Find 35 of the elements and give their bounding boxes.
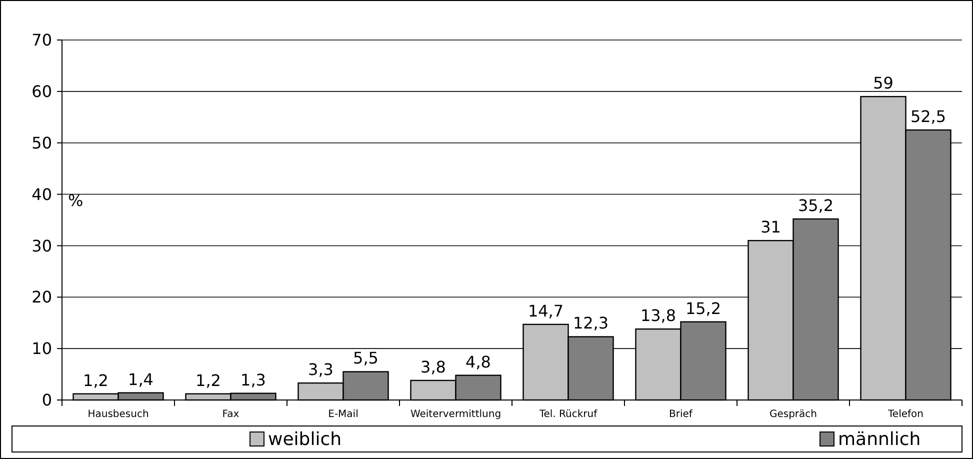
y-tick-label: 40 (32, 184, 52, 204)
data-label: 1,3 (240, 370, 266, 390)
y-tick-label: 20 (32, 288, 52, 307)
data-label: 1,2 (83, 370, 108, 390)
data-label: 35,2 (798, 196, 834, 215)
data-label: 1,4 (128, 370, 154, 389)
data-label: 4,8 (466, 352, 491, 372)
y-tick-label: 30 (32, 236, 52, 256)
x-tick-label: Tel. Rückruf (538, 409, 598, 420)
y-tick-label: 60 (32, 82, 52, 102)
data-label: 5,5 (353, 348, 378, 368)
data-label: 52,5 (910, 107, 946, 126)
data-label: 1,2 (196, 370, 221, 390)
x-tick-label: Brief (669, 409, 693, 420)
data-label: 3,8 (420, 357, 446, 376)
legend-label: weiblich (268, 429, 342, 450)
data-label: 3,3 (308, 360, 334, 380)
x-tick-label: Weitervermittlung (410, 409, 502, 420)
data-label: 59 (873, 74, 894, 93)
data-label: 15,2 (685, 298, 722, 318)
y-tick-label: 70 (32, 30, 52, 50)
x-tick-label: Telefon (887, 409, 924, 420)
y-axis-title: % (68, 191, 84, 210)
legend-label: männlich (838, 429, 921, 450)
x-tick-label: Fax (222, 409, 240, 420)
data-label: 14,7 (528, 301, 564, 320)
data-label: 31 (760, 218, 781, 237)
x-tick-label: Gespräch (769, 409, 818, 420)
y-tick-label: 0 (42, 390, 52, 410)
data-label: 12,3 (572, 314, 609, 333)
x-tick-label: Hausbesuch (88, 409, 149, 420)
data-label: 13,8 (640, 306, 676, 326)
y-tick-label: 10 (32, 339, 52, 358)
y-tick-label: 50 (32, 133, 52, 152)
x-tick-label: E-Mail (328, 409, 358, 420)
